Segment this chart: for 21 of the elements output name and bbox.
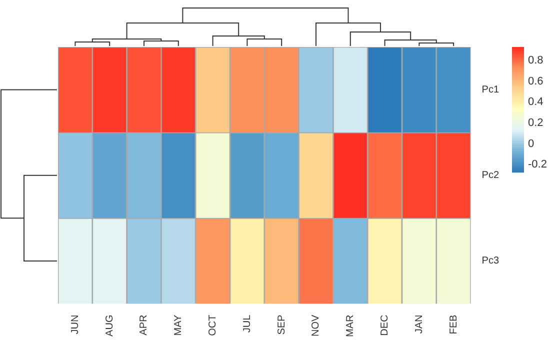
color-bar-label: -0.2 — [528, 158, 547, 171]
color-bar-label: 0.8 — [528, 54, 544, 67]
y-tick-label: Pc2 — [482, 170, 500, 182]
x-tick-label: DEC — [380, 314, 391, 336]
x-tick-label: SEP — [276, 314, 288, 335]
x-tick-label: FEB — [448, 314, 460, 334]
x-tick-label: APR — [138, 314, 150, 336]
color-bar-label: 0.4 — [528, 96, 544, 108]
y-tick-label: Pc3 — [482, 256, 500, 267]
x-tick-label: JUN — [70, 314, 81, 334]
color-bar-label: 0.6 — [528, 75, 544, 88]
x-tick-label: NOV — [310, 314, 322, 336]
x-tick-label: MAY — [173, 314, 184, 336]
color-bar-label: 0.2 — [528, 117, 544, 130]
x-tick-label: JAN — [414, 314, 425, 334]
x-tick-label: JUL — [242, 314, 253, 333]
y-tick-label: Pc1 — [482, 84, 500, 96]
x-tick-label: MAR — [345, 314, 356, 338]
color-bar-label: 0 — [528, 138, 534, 150]
x-tick-label: OCT — [208, 314, 219, 336]
x-tick-label: AUG — [104, 314, 116, 336]
